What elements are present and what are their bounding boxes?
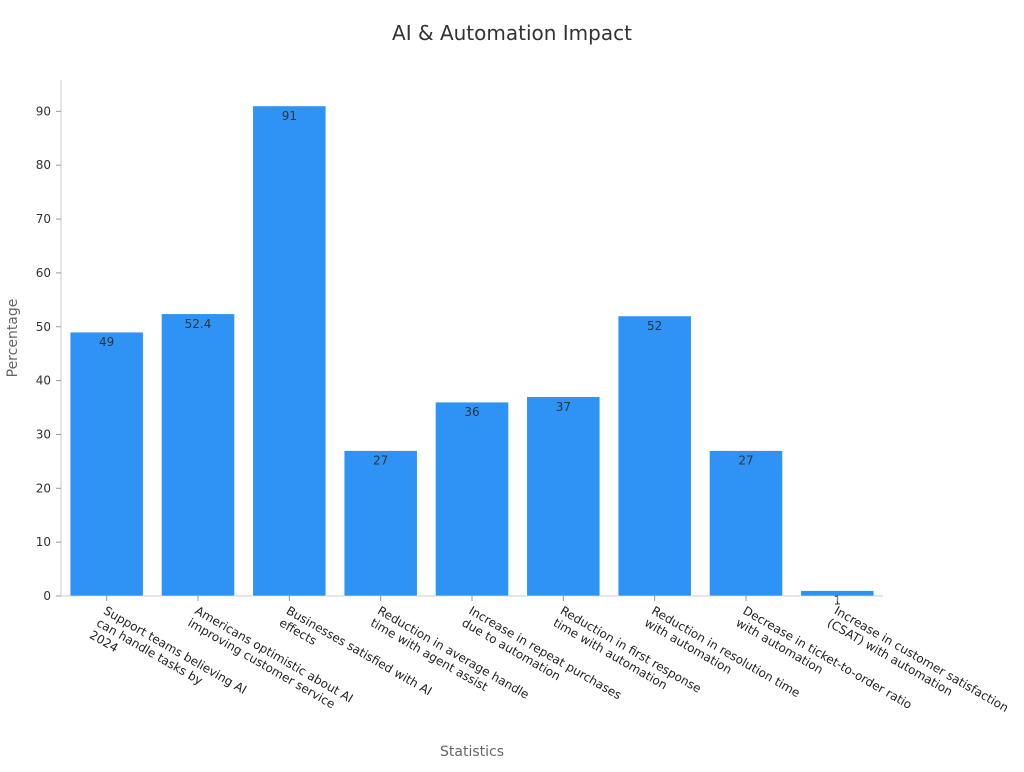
bar-value-label: 49 (99, 335, 114, 349)
bar-value-label: 52.4 (185, 317, 212, 331)
bar (709, 450, 783, 597)
y-tick-label: 50 (36, 320, 51, 334)
bar (161, 313, 235, 597)
y-tick-label: 20 (36, 481, 51, 495)
x-tick-label-line: Americans optimistic about AI (193, 603, 356, 705)
x-axis-label: Statistics (440, 744, 504, 760)
y-tick-label: 80 (36, 158, 51, 172)
y-tick-label: 0 (43, 589, 51, 603)
y-tick-label: 30 (36, 427, 51, 441)
x-tick-label: Reduction in resolution timewith automat… (642, 603, 802, 712)
bar-value-label: 27 (738, 454, 753, 468)
bar-value-label: 36 (464, 405, 479, 419)
bar-value-label: 52 (647, 319, 662, 333)
bar-value-label: 37 (556, 400, 571, 414)
bar (435, 401, 509, 597)
bar (343, 450, 418, 597)
bar-value-label: 27 (373, 454, 388, 468)
bar (69, 331, 144, 597)
x-tick-label: Increase in repeat purchasesdue to autom… (460, 603, 624, 714)
y-tick-label: 40 (36, 374, 51, 388)
x-tick-label-line: Increase in customer satisfaction (832, 603, 1011, 714)
x-tick-label: Reduction in average handletime with age… (368, 603, 531, 713)
x-tick-label: Americans optimistic about AIimproving c… (186, 603, 356, 717)
chart-title: AI & Automation Impact (392, 21, 632, 45)
bar (617, 315, 692, 597)
y-tick-label: 10 (36, 535, 51, 549)
y-axis-label: Percentage (5, 299, 21, 378)
bar-value-label: 91 (282, 109, 297, 123)
bar (526, 396, 601, 597)
y-tick-label: 90 (36, 104, 51, 118)
y-tick-label: 70 (36, 212, 51, 226)
y-tick-label: 60 (36, 266, 51, 280)
bar (252, 105, 327, 597)
